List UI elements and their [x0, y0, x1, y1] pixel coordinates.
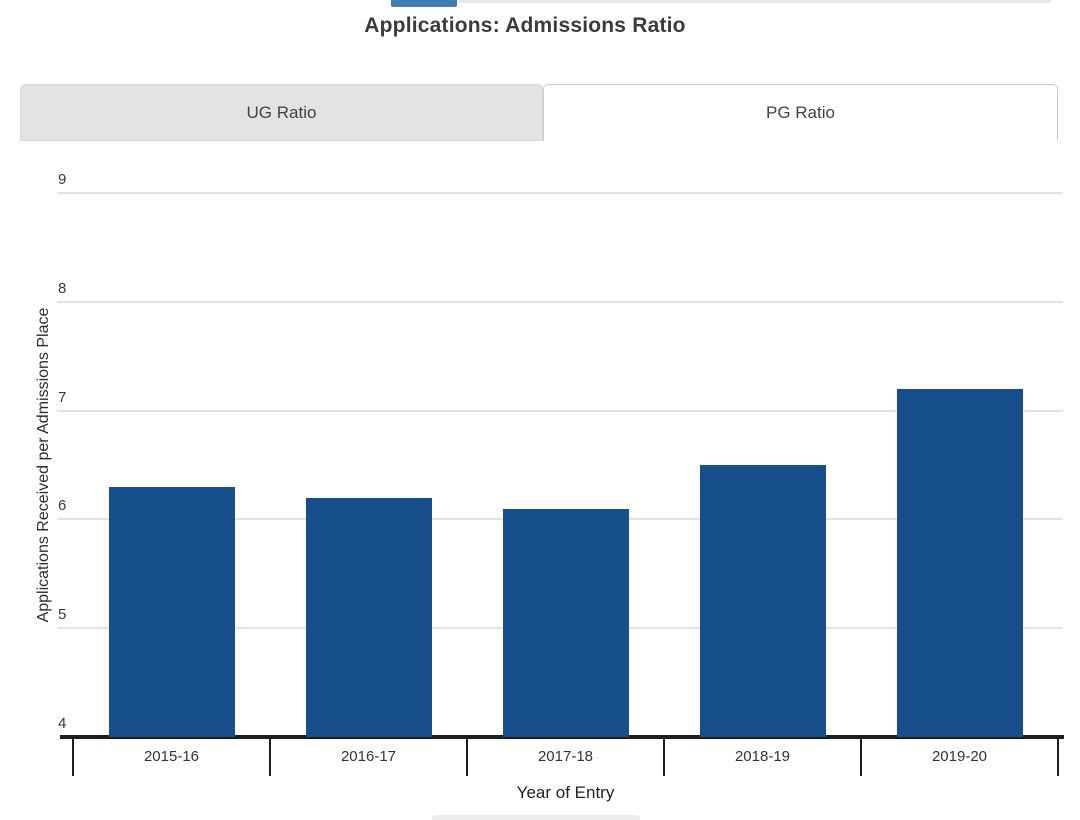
y-tick-label-4: 4 [58, 715, 67, 732]
y-tick-label-5: 5 [58, 606, 67, 624]
x-axis-tick [860, 737, 862, 776]
x-axis-line [60, 735, 1064, 739]
top-partial-divider [459, 0, 1051, 3]
top-partial-tab-indicator [391, 0, 457, 7]
tab-pg-ratio-label: PG Ratio [766, 103, 835, 122]
x-axis-tick [663, 737, 665, 776]
x-axis-tick [1057, 737, 1059, 776]
bar-2015-16 [108, 486, 235, 737]
x-axis-tick [269, 737, 271, 776]
tab-ug-ratio[interactable]: UG Ratio [20, 84, 543, 141]
bar-2016-17 [305, 497, 432, 737]
x-axis-title: Year of Entry [516, 783, 615, 802]
bar-2017-18 [502, 508, 629, 737]
x-tick-label-2017-18: 2017-18 [537, 748, 594, 765]
chart-title: Applications: Admissions Ratio [364, 14, 686, 37]
y-tick-label-8: 8 [58, 279, 67, 297]
y-axis-title: Applications Received per Admissions Pla… [35, 307, 52, 623]
y-tick-label-9: 9 [58, 171, 67, 188]
gridline-y-7 [57, 409, 1063, 412]
x-tick-label-2015-16: 2015-16 [143, 748, 200, 765]
bar-2019-20 [896, 388, 1023, 737]
x-axis-tick [466, 737, 468, 776]
x-tick-label-2016-17: 2016-17 [340, 748, 397, 765]
tab-ug-ratio-label: UG Ratio [246, 102, 317, 122]
x-tick-label-2018-19: 2018-19 [734, 748, 791, 765]
gridline-y-9 [57, 192, 1063, 194]
x-tick-label-2019-20: 2019-20 [931, 748, 988, 765]
y-tick-label-7: 7 [58, 388, 67, 406]
gridline-y-8 [57, 300, 1063, 303]
tab-pg-ratio[interactable]: PG Ratio [543, 84, 1058, 141]
bottom-partial-element [432, 815, 640, 820]
bar-2018-19 [699, 465, 826, 737]
y-tick-label-6: 6 [58, 497, 67, 515]
x-axis-tick [72, 737, 74, 776]
